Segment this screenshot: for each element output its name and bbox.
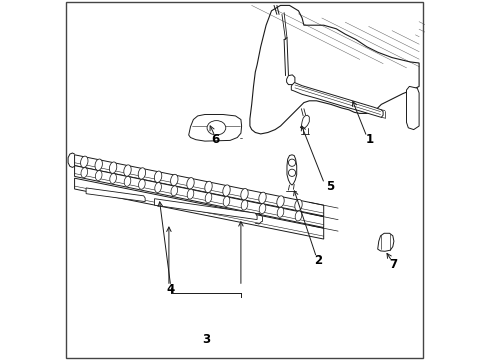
Ellipse shape bbox=[81, 156, 88, 167]
Polygon shape bbox=[249, 5, 418, 134]
Ellipse shape bbox=[155, 183, 161, 193]
Text: 3: 3 bbox=[202, 333, 210, 346]
Ellipse shape bbox=[295, 211, 301, 221]
Ellipse shape bbox=[95, 159, 102, 170]
Ellipse shape bbox=[171, 186, 177, 196]
Ellipse shape bbox=[170, 174, 178, 186]
Ellipse shape bbox=[124, 176, 131, 186]
Polygon shape bbox=[75, 178, 323, 239]
Text: 4: 4 bbox=[166, 283, 175, 296]
Polygon shape bbox=[75, 166, 323, 228]
Polygon shape bbox=[86, 188, 145, 202]
Text: 7: 7 bbox=[388, 258, 397, 271]
Ellipse shape bbox=[109, 162, 117, 173]
Ellipse shape bbox=[186, 177, 194, 189]
Ellipse shape bbox=[258, 192, 265, 203]
Ellipse shape bbox=[205, 193, 211, 203]
Text: 1: 1 bbox=[365, 133, 373, 146]
Polygon shape bbox=[291, 82, 382, 117]
Ellipse shape bbox=[277, 207, 283, 217]
Ellipse shape bbox=[123, 165, 131, 176]
Ellipse shape bbox=[138, 179, 145, 189]
Ellipse shape bbox=[187, 189, 193, 199]
Ellipse shape bbox=[259, 204, 265, 213]
Text: 2: 2 bbox=[313, 255, 321, 267]
Polygon shape bbox=[300, 115, 309, 129]
Polygon shape bbox=[286, 75, 294, 85]
Ellipse shape bbox=[240, 189, 248, 200]
Ellipse shape bbox=[81, 168, 87, 177]
Ellipse shape bbox=[276, 196, 284, 207]
Polygon shape bbox=[154, 199, 257, 220]
Polygon shape bbox=[188, 114, 241, 141]
Ellipse shape bbox=[138, 168, 145, 179]
Ellipse shape bbox=[109, 174, 116, 183]
Polygon shape bbox=[75, 155, 323, 216]
Text: 6: 6 bbox=[211, 133, 220, 146]
Polygon shape bbox=[377, 233, 393, 251]
Circle shape bbox=[288, 159, 295, 166]
Polygon shape bbox=[286, 155, 296, 185]
Text: 5: 5 bbox=[325, 180, 334, 193]
Circle shape bbox=[288, 169, 295, 176]
Ellipse shape bbox=[241, 200, 247, 210]
Ellipse shape bbox=[154, 171, 162, 183]
Ellipse shape bbox=[294, 199, 302, 211]
Ellipse shape bbox=[204, 181, 212, 193]
Ellipse shape bbox=[223, 185, 230, 196]
Polygon shape bbox=[406, 86, 418, 130]
Ellipse shape bbox=[223, 197, 229, 206]
Ellipse shape bbox=[95, 171, 102, 180]
Ellipse shape bbox=[206, 121, 225, 135]
